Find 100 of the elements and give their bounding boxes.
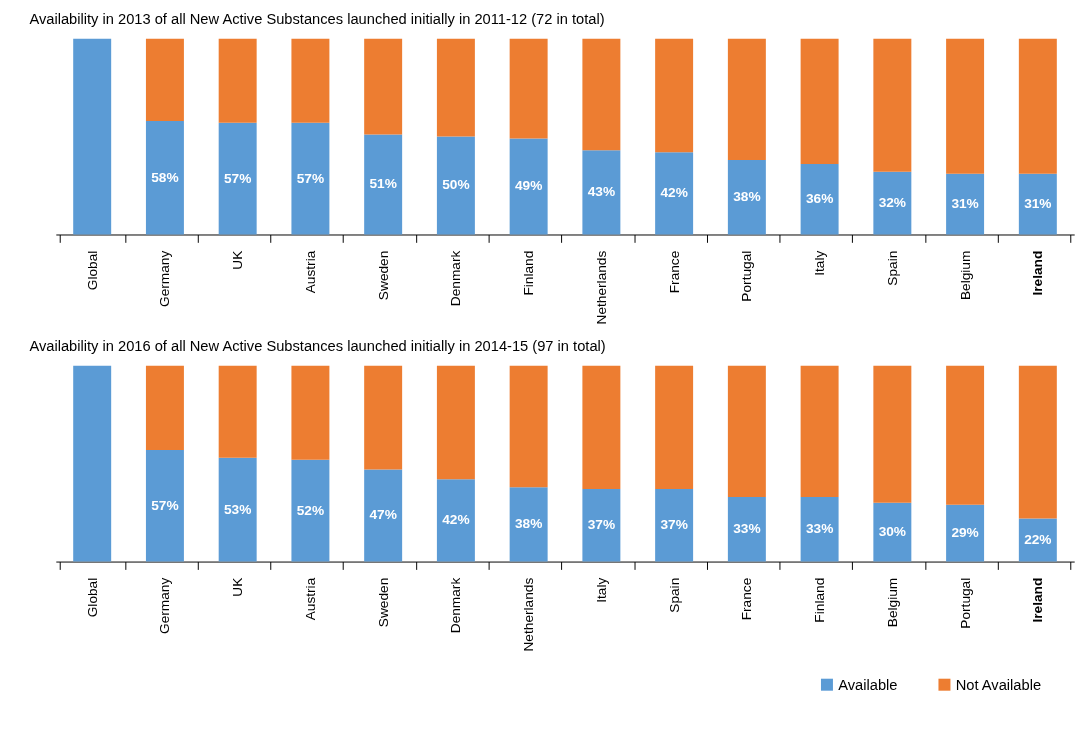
data-label: 47% (369, 507, 397, 523)
legend-label: Not Available (955, 676, 1042, 693)
x-tick-label: France (739, 577, 755, 621)
data-label: 37% (587, 517, 616, 533)
bar (873, 365, 912, 503)
bar (364, 134, 403, 235)
x-tick-label: Global (84, 577, 100, 618)
legend-label: Available (838, 676, 898, 693)
bar (800, 496, 839, 562)
bar (436, 38, 475, 137)
data-label: 50% (442, 177, 470, 193)
data-label: 30% (878, 524, 907, 540)
x-tick-label: UK (230, 577, 246, 597)
bar (436, 479, 475, 562)
bar (1018, 173, 1057, 235)
x-tick-label: Portugal (957, 577, 973, 629)
data-label: 33% (805, 521, 834, 537)
x-tick-label: Italy (812, 250, 828, 276)
bar (364, 365, 403, 470)
x-tick-label: Spain (666, 577, 682, 613)
bar (727, 496, 766, 562)
bar (218, 122, 257, 235)
x-tick-label: Austria (302, 577, 318, 621)
data-label: 38% (733, 189, 761, 205)
bar (655, 365, 694, 490)
data-label: 57% (223, 170, 252, 186)
chart-title: Availability in 2013 of all New Active Substances launched initially in 2011-12 (72 in total) (29, 10, 605, 27)
bar (291, 38, 330, 123)
data-label: 49% (514, 178, 543, 194)
x-tick-label: Germany (157, 577, 173, 635)
bar (509, 38, 548, 139)
data-label: 31% (1024, 196, 1052, 212)
data-label: 42% (442, 512, 470, 528)
bar (291, 365, 330, 460)
x-tick-label: Austria (302, 250, 318, 294)
x-tick-label: Denmark (448, 577, 464, 634)
bar (364, 469, 403, 562)
bar (582, 150, 621, 235)
bar (800, 38, 839, 164)
bar (946, 365, 985, 505)
bar (655, 152, 694, 235)
bar (873, 38, 912, 172)
bar (800, 164, 839, 235)
x-tick-label: Belgium (957, 250, 973, 301)
x-tick-label: Global (84, 250, 100, 291)
bar (727, 160, 766, 235)
data-label: 57% (296, 170, 325, 186)
data-label: 22% (1024, 531, 1052, 547)
bar (946, 38, 985, 174)
data-label: 29% (951, 525, 979, 541)
bar (218, 457, 257, 562)
bar (509, 365, 548, 488)
data-label: 57% (151, 497, 179, 513)
bar (655, 489, 694, 562)
x-tick-label: Sweden (375, 250, 391, 301)
bar (436, 365, 475, 480)
bar (145, 365, 184, 450)
bar (364, 38, 403, 135)
x-tick-label: Italy (593, 577, 609, 603)
bar (145, 120, 184, 235)
bar (946, 504, 985, 562)
bar (218, 38, 257, 123)
data-label: 42% (660, 185, 688, 201)
x-tick-label: Spain (884, 250, 900, 286)
bar (727, 365, 766, 497)
bar (1018, 518, 1057, 562)
chart-title: Availability in 2016 of all New Active Substances launched initially in 2014-15 (97 in total) (29, 338, 606, 355)
data-label: 51% (369, 176, 397, 192)
x-tick-label: France (666, 250, 682, 294)
x-tick-label: Denmark (448, 250, 464, 307)
x-tick-label: Portugal (739, 250, 755, 302)
bar (946, 173, 985, 235)
bar (1018, 38, 1057, 174)
data-label: 43% (587, 184, 616, 200)
bar (218, 365, 257, 458)
bar (291, 459, 330, 562)
data-label: 31% (951, 196, 979, 212)
x-tick-label: Finland (521, 250, 537, 296)
bar (73, 38, 112, 235)
bar (873, 502, 912, 562)
x-tick-label: UK (230, 250, 246, 270)
data-label: 36% (805, 191, 834, 207)
data-label: 37% (660, 517, 688, 533)
x-tick-label: Netherlands (521, 577, 537, 652)
bar (73, 365, 112, 562)
bar (145, 449, 184, 562)
x-tick-label: Germany (157, 250, 173, 307)
x-tick-label: Ireland (1030, 250, 1046, 296)
bar (655, 38, 694, 153)
bar (800, 365, 839, 497)
bar (436, 136, 475, 235)
bar (582, 38, 621, 151)
bar (582, 365, 621, 490)
x-tick-label: Belgium (884, 577, 900, 628)
x-tick-label: Finland (812, 577, 828, 623)
x-tick-label: Sweden (375, 577, 391, 628)
data-label: 53% (223, 501, 252, 517)
bar (291, 122, 330, 235)
bar (582, 489, 621, 562)
data-label: 33% (733, 521, 761, 537)
